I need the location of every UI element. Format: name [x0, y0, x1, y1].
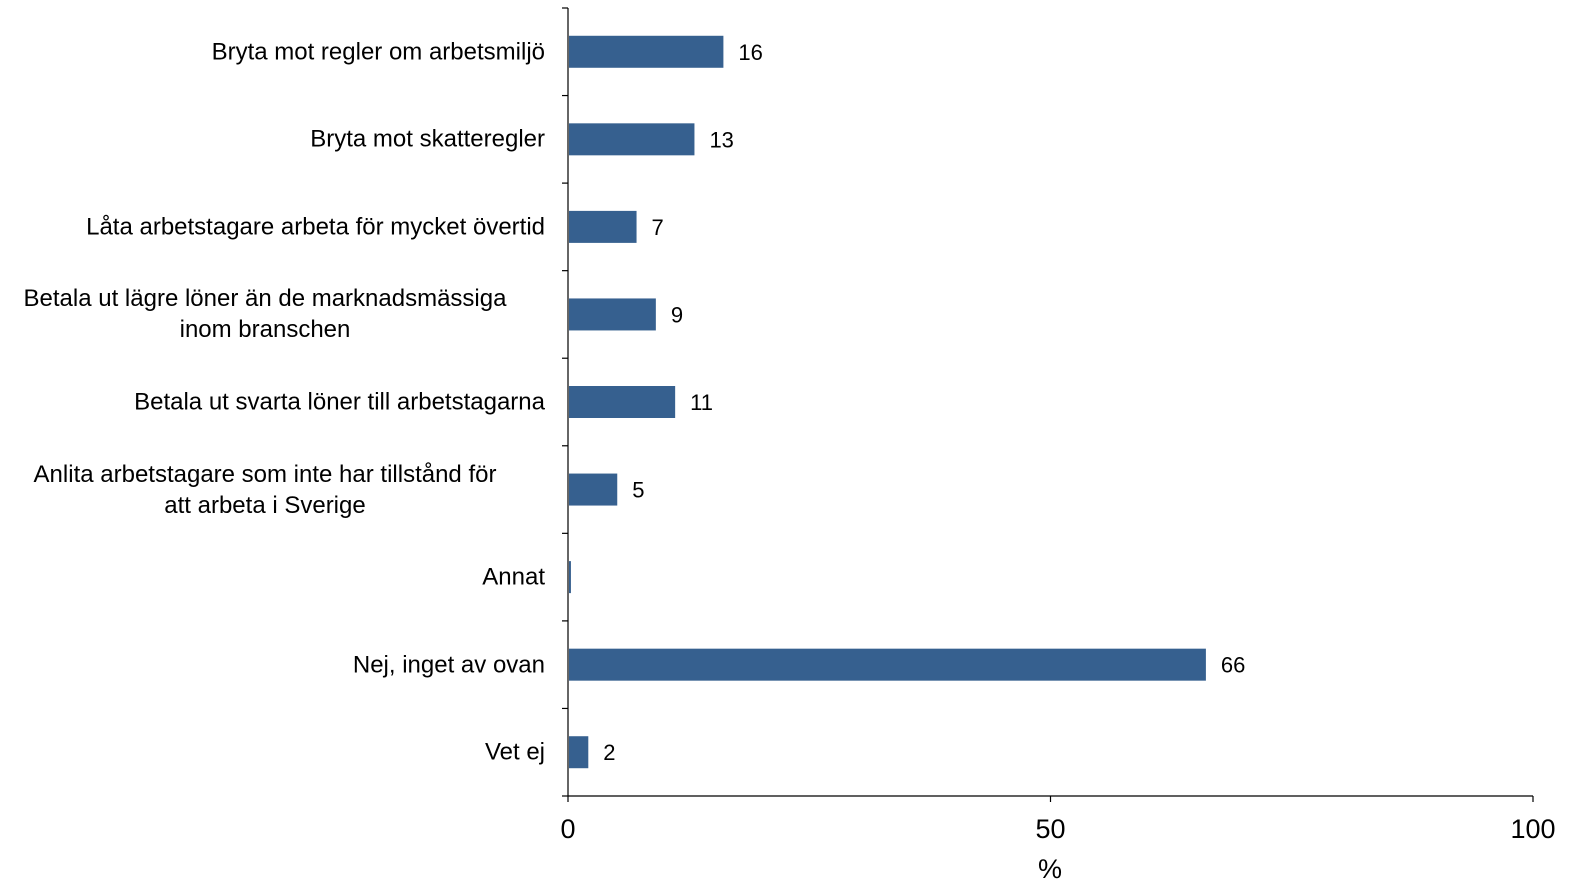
x-tick-label: 0 — [560, 814, 575, 844]
category-label: Betala ut lägre löner än de marknadsmäss… — [23, 285, 507, 344]
category-label: Bryta mot skatteregler — [310, 125, 545, 153]
bar — [569, 736, 589, 769]
data-label: 5 — [632, 478, 644, 503]
bar — [569, 35, 724, 68]
category-label: Nej, inget av ovan — [352, 651, 545, 679]
category-label: Vet ej — [484, 738, 545, 766]
data-label: 11 — [690, 390, 713, 415]
category-label: Låta arbetstagare arbeta för mycket över… — [86, 213, 545, 241]
data-label: 66 — [1221, 653, 1245, 678]
bar — [569, 123, 695, 156]
bar — [569, 210, 637, 243]
bar — [569, 473, 618, 506]
x-tick-label: 50 — [1035, 814, 1065, 844]
data-label: 13 — [709, 127, 733, 152]
bar — [569, 298, 656, 331]
data-label: 9 — [671, 302, 683, 327]
data-label: 7 — [652, 215, 664, 240]
category-label: Anlita arbetstagare som inte har tillstå… — [33, 460, 497, 519]
data-label: 2 — [603, 740, 615, 765]
x-axis-title: % — [1037, 854, 1062, 884]
category-label: Betala ut svarta löner till arbetstagarn… — [134, 388, 545, 416]
category-label: Annat — [482, 563, 545, 591]
category-label: Bryta mot regler om arbetsmiljö — [211, 38, 545, 66]
data-label: 16 — [738, 40, 762, 65]
bar — [569, 561, 571, 594]
bar — [569, 648, 1206, 681]
bar — [569, 386, 676, 418]
x-tick-label: 100 — [1510, 814, 1555, 844]
